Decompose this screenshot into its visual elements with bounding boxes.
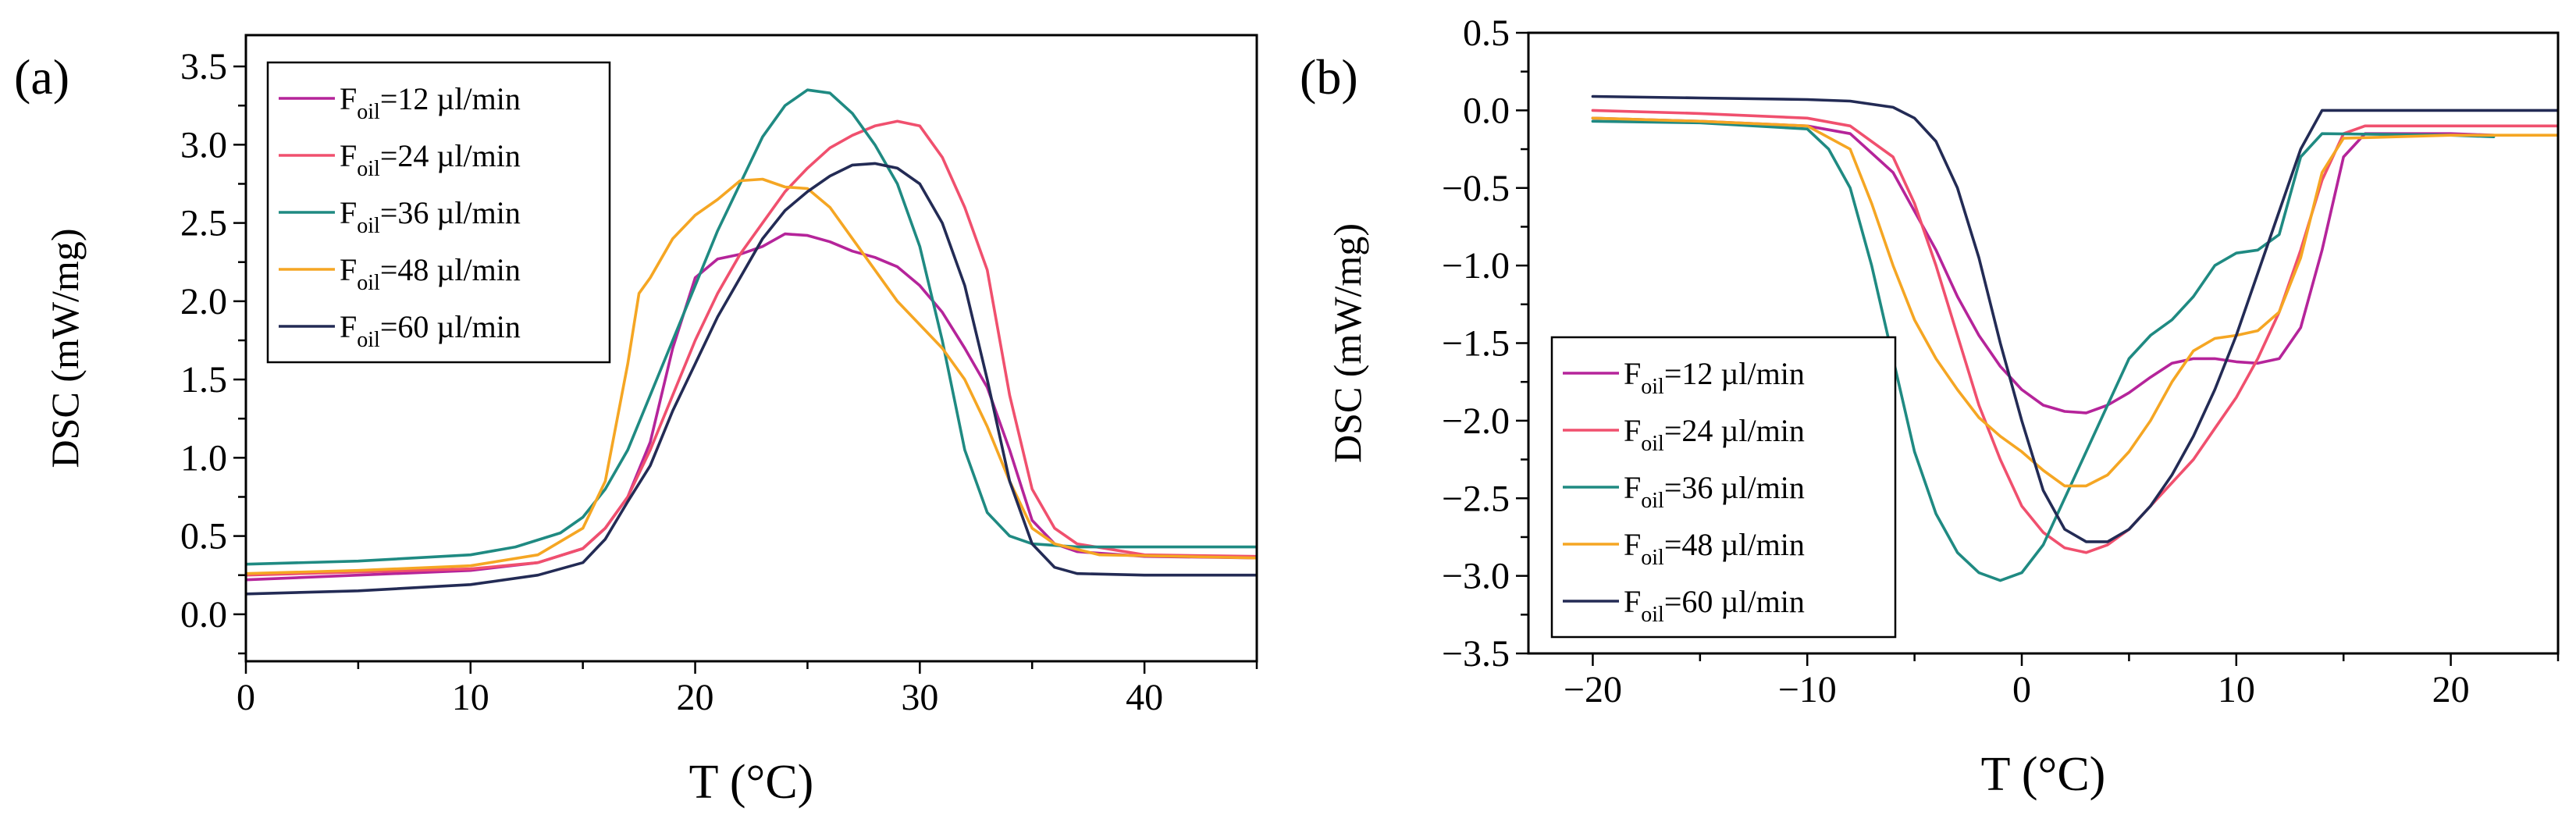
legend-symbol: F [340,81,357,116]
y-axis-title: DSC (mW/mg) [1325,223,1369,463]
legend-label: =24 µl/min [380,138,521,173]
legend-subscript: oil [1641,546,1664,570]
y-tick-label: 3.0 [180,124,227,166]
legend-subscript: oil [357,328,380,352]
panel-label: (a) [14,49,69,105]
legend-label: =12 µl/min [1664,356,1805,391]
legend-label: =36 µl/min [1664,470,1805,505]
y-tick-label: −1.5 [1442,323,1510,365]
legend-symbol: F [1624,413,1641,448]
panel-b-chart: −20 −10 0 10 20 −3.5 −3.0 −2.5 −2.0 −1.5 −1.0 −0.5 0… [1300,12,2560,801]
y-tick-label: −0.5 [1442,168,1510,209]
x-tick-label: −20 [1564,669,1622,710]
y-tick-label: 0.5 [1463,12,1510,54]
series-lines [1591,94,2558,582]
x-tick-label: 30 [901,677,938,718]
legend-symbol: F [340,252,357,287]
legend-entry-2: Foil=24 µl/min [340,138,521,181]
series-line-1 [1591,116,2496,415]
series-line-5 [246,162,1257,596]
y-tick-label: 1.5 [180,359,227,400]
y-axis-title: DSC (mW/mg) [43,229,87,468]
legend-entry-3: Foil=36 µl/min [340,195,521,238]
series-line-2 [1591,109,2558,554]
y-tick-label: 0.0 [1463,90,1510,131]
y-tick-label: 2.5 [180,203,227,244]
legend-symbol: F [1624,527,1641,562]
y-tick-label: 1.0 [180,437,227,479]
legend-label: =24 µl/min [1664,413,1805,448]
legend-subscript: oil [357,157,380,181]
x-tick-label: 20 [677,677,714,718]
legend-label: =48 µl/min [1664,527,1805,562]
x-tick-label: 40 [1126,677,1163,718]
legend-subscript: oil [1641,375,1664,399]
legend-symbol: F [1624,356,1641,391]
y-tick-label: 0.5 [180,516,227,557]
legend-entry-1: Foil=12 µl/min [340,81,521,124]
series-line-4 [246,177,1257,575]
legend-label: =48 µl/min [380,252,521,287]
legend-entry-5: Foil=60 µl/min [340,309,521,352]
legend-entry-4: Foil=48 µl/min [1624,527,1805,570]
legend-entry-4: Foil=48 µl/min [340,252,521,295]
series-line-5 [1591,94,2558,543]
legend-subscript: oil [357,100,380,124]
legend-entry-3: Foil=36 µl/min [1624,470,1805,513]
legend-label: =12 µl/min [380,81,521,116]
panel-label: (b) [1300,49,1358,105]
legend-symbol: F [1624,470,1641,505]
y-tick-label: 3.5 [180,46,227,87]
legend-symbol: F [340,195,357,230]
series-line-3 [246,88,1257,566]
legend-symbol: F [1624,584,1641,619]
legend-subscript: oil [1641,432,1664,456]
series-line-3 [1591,119,2496,582]
legend-subscript: oil [1641,489,1664,513]
x-axis-title: T (°C) [1981,748,2106,801]
y-tick-label: −3.5 [1442,633,1510,675]
y-tick-label: −2.5 [1442,478,1510,519]
x-tick-label: 20 [2432,669,2470,710]
plot-frame [244,34,1258,663]
legend-label: =60 µl/min [380,309,521,344]
legend-label: =60 µl/min [1664,584,1805,619]
x-axis-title: T (°C) [689,756,814,809]
legend-symbol: F [340,138,357,173]
legend-subscript: oil [357,214,380,238]
series-line-4 [1591,116,2558,488]
legend-label: =36 µl/min [380,195,521,230]
x-tick-label: −10 [1778,669,1837,710]
legend-entry-1: Foil=12 µl/min [1624,356,1805,399]
legend-entry-2: Foil=24 µl/min [1624,413,1805,456]
legend-entry-5: Foil=60 µl/min [1624,584,1805,627]
panel-a-chart: 0 10 20 30 40 0.0 0.5 1.0 1.5 2.0 2.5 3.0 3.5 T (°C) D… [14,34,1258,809]
y-tick-label: −3.0 [1442,556,1510,597]
y-tick-label: 0.0 [180,594,227,635]
x-tick-label: 10 [2218,669,2255,710]
y-tick-label: −1.0 [1442,245,1510,287]
series-lines [246,88,1257,596]
legend-subscript: oil [357,271,380,295]
legend-subscript: oil [1641,603,1664,627]
x-tick-label: 0 [2012,669,2031,710]
legend-symbol: F [340,309,357,344]
y-tick-label: −2.0 [1442,400,1510,442]
x-tick-label: 0 [237,677,255,718]
y-tick-label: 2.0 [180,281,227,322]
x-tick-label: 10 [452,677,489,718]
series-line-2 [246,119,1257,577]
